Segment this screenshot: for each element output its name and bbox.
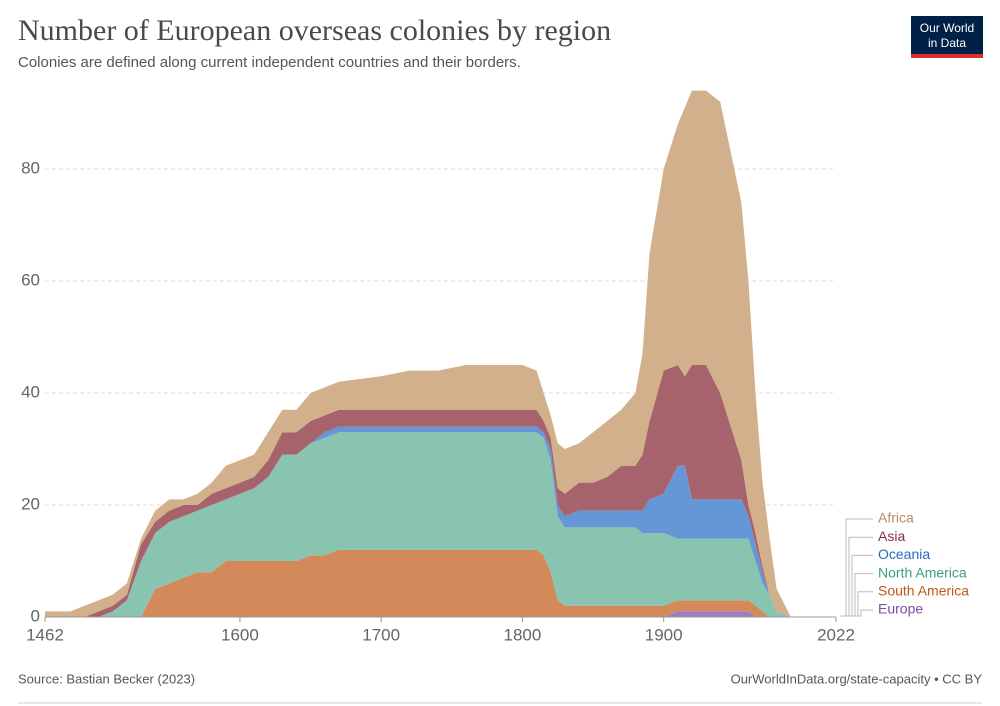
y-tick-label: 40 (21, 382, 40, 401)
area (45, 426, 836, 617)
x-tick-label: 2022 (817, 625, 855, 644)
footer: OurWorldInData.org/state-capacity • CC B… (731, 671, 983, 686)
legend-label: Oceania (878, 546, 930, 562)
x-tick-label: 1900 (645, 625, 683, 644)
y-tick-label: 80 (21, 158, 40, 177)
source: Source: Bastian Becker (2023) (18, 671, 195, 686)
legend-label: North America (878, 564, 967, 580)
logo-text: in Data (928, 36, 966, 50)
logo-text: Our World (920, 21, 974, 35)
area (45, 432, 836, 617)
area (45, 611, 836, 617)
x-tick-label: 1700 (362, 625, 400, 644)
x-tick-label: 1462 (26, 625, 64, 644)
legend-connector (846, 554, 873, 617)
legend-label: Asia (878, 528, 905, 544)
chart-title: Number of European overseas colonies by … (18, 14, 611, 47)
logo (911, 16, 983, 58)
y-tick-label: 60 (21, 270, 40, 289)
area (45, 90, 836, 618)
subtitle: Colonies are defined along current indep… (18, 54, 521, 71)
legend-label: Europe (878, 601, 923, 617)
logo-bar (911, 54, 983, 58)
x-tick-label: 1800 (504, 625, 542, 644)
legend-label: Africa (878, 510, 914, 526)
legend-label: South America (878, 583, 969, 599)
area (45, 365, 836, 617)
legend-connector (840, 518, 873, 617)
area (45, 549, 836, 617)
y-tick-label: 0 (31, 606, 40, 625)
x-tick-label: 1600 (221, 625, 259, 644)
y-tick-label: 20 (21, 494, 40, 513)
